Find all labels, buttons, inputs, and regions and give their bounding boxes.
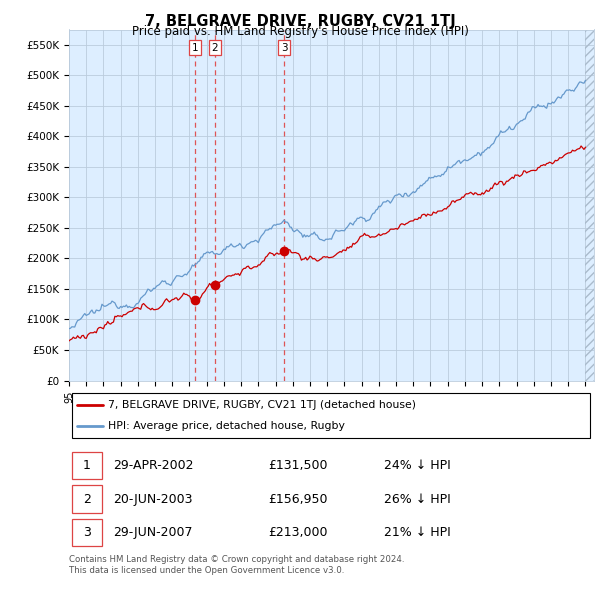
Text: 2: 2 <box>211 43 218 53</box>
Text: 7, BELGRAVE DRIVE, RUGBY, CV21 1TJ (detached house): 7, BELGRAVE DRIVE, RUGBY, CV21 1TJ (deta… <box>109 399 416 409</box>
Text: HPI: Average price, detached house, Rugby: HPI: Average price, detached house, Rugb… <box>109 421 345 431</box>
Text: 20-JUN-2003: 20-JUN-2003 <box>113 493 193 506</box>
FancyBboxPatch shape <box>71 452 102 479</box>
Bar <box>586 30 594 381</box>
Text: 3: 3 <box>281 43 287 53</box>
Text: 1: 1 <box>192 43 199 53</box>
Text: 1: 1 <box>83 459 91 472</box>
Text: This data is licensed under the Open Government Licence v3.0.: This data is licensed under the Open Gov… <box>69 566 344 575</box>
FancyBboxPatch shape <box>71 393 590 438</box>
Text: 24% ↓ HPI: 24% ↓ HPI <box>384 459 451 472</box>
Text: 7, BELGRAVE DRIVE, RUGBY, CV21 1TJ: 7, BELGRAVE DRIVE, RUGBY, CV21 1TJ <box>145 14 455 28</box>
Text: Price paid vs. HM Land Registry's House Price Index (HPI): Price paid vs. HM Land Registry's House … <box>131 25 469 38</box>
Text: £213,000: £213,000 <box>269 526 328 539</box>
FancyBboxPatch shape <box>71 519 102 546</box>
Text: £131,500: £131,500 <box>269 459 328 472</box>
Text: 3: 3 <box>83 526 91 539</box>
Text: 29-JUN-2007: 29-JUN-2007 <box>113 526 193 539</box>
Text: 26% ↓ HPI: 26% ↓ HPI <box>384 493 451 506</box>
Text: 21% ↓ HPI: 21% ↓ HPI <box>384 526 451 539</box>
Text: 2: 2 <box>83 493 91 506</box>
Text: 29-APR-2002: 29-APR-2002 <box>113 459 194 472</box>
Text: Contains HM Land Registry data © Crown copyright and database right 2024.: Contains HM Land Registry data © Crown c… <box>69 555 404 563</box>
FancyBboxPatch shape <box>71 486 102 513</box>
Text: £156,950: £156,950 <box>269 493 328 506</box>
